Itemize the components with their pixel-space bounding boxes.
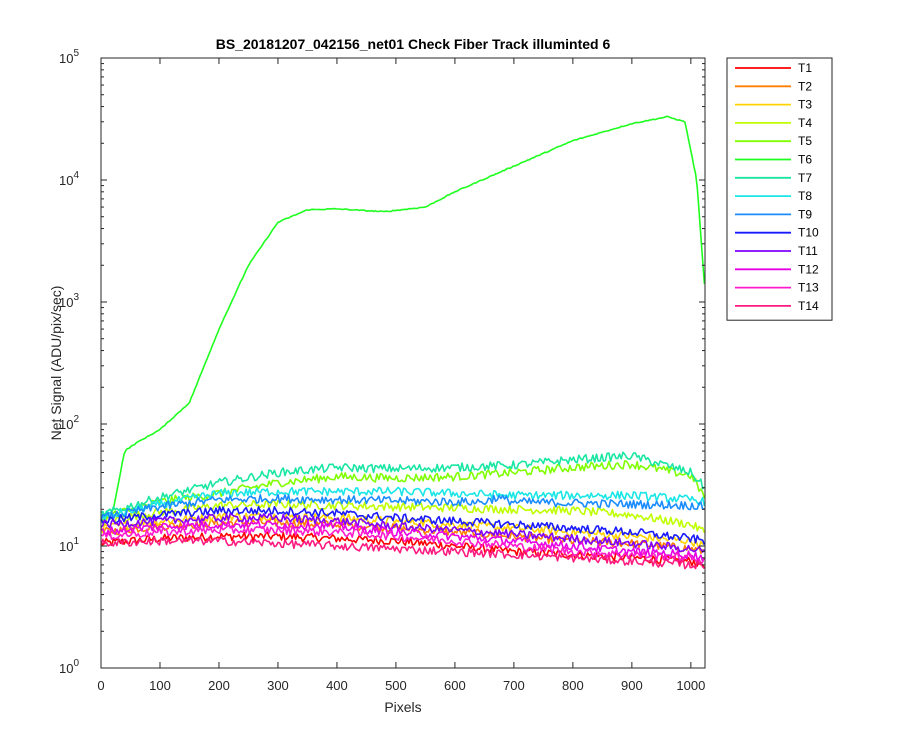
series-line-t8	[100, 486, 706, 522]
chart-title: BS_20181207_042156_net01 Check Fiber Tra…	[216, 36, 611, 52]
y-tick-base: 10	[59, 417, 73, 432]
series-line-t4	[100, 499, 706, 534]
series-line-t6	[101, 115, 706, 516]
legend-label: T4	[798, 116, 812, 130]
y-tick-label: 100	[59, 658, 79, 676]
y-tick-exponent: 2	[73, 414, 79, 425]
series-line-t7	[100, 451, 705, 518]
axes-background	[101, 58, 705, 668]
y-tick-label: 102	[59, 414, 79, 432]
legend-label: T13	[798, 281, 819, 295]
legend-label: T12	[798, 262, 819, 276]
series-line-t13	[100, 525, 706, 565]
legend-label: T2	[798, 79, 812, 93]
legend-label: T11	[798, 244, 818, 258]
y-tick-base: 10	[59, 51, 73, 66]
legend-label: T5	[798, 134, 812, 148]
legend-box	[726, 57, 833, 321]
y-tick-exponent: 0	[73, 658, 79, 669]
axes-box	[100, 57, 706, 669]
y-tick-base: 10	[59, 173, 73, 188]
series-line-t9	[100, 493, 705, 522]
y-tick-exponent: 1	[73, 536, 79, 547]
series-line-t11	[100, 512, 706, 553]
series-layer	[100, 115, 706, 570]
y-tick-exponent: 3	[73, 292, 79, 303]
y-tick-exponent: 4	[73, 170, 79, 181]
legend-label: T10	[798, 226, 819, 240]
x-tick-label: 200	[208, 678, 230, 693]
y-tick-base: 10	[59, 539, 73, 554]
x-tick-label: 100	[149, 678, 171, 693]
y-tick-label: 103	[59, 292, 79, 310]
y-tick-base: 10	[59, 295, 73, 310]
x-tick-label: 300	[267, 678, 289, 693]
legend-label: T3	[798, 98, 812, 112]
y-axis-label: Net Signal (ADU/pix/sec)	[48, 286, 64, 441]
series-line-t14	[100, 536, 705, 570]
x-tick-label: 400	[326, 678, 348, 693]
legend: T1 T2 T3 T4 T5 T6 T7 T8 T9 T10 T11 T12 T13 T14	[726, 57, 833, 321]
x-tick-label: 0	[97, 678, 104, 693]
series-line-t10	[100, 505, 706, 545]
y-tick-base: 10	[59, 661, 73, 676]
x-tick-label: 900	[621, 678, 643, 693]
x-axis-label: Pixels	[384, 699, 421, 715]
x-tick-label: 700	[503, 678, 525, 693]
x-tick-label: 1000	[676, 678, 705, 693]
series-line-t5	[100, 460, 706, 523]
legend-label: T9	[798, 207, 812, 221]
legend-label: T1	[798, 61, 812, 75]
series-line-t12	[100, 519, 706, 563]
y-tick-exponent: 5	[73, 48, 79, 59]
x-tick-label: 800	[562, 678, 584, 693]
y-tick-label: 104	[59, 170, 79, 188]
x-axis-ticks: 0 100 200 300 400 500 600 700 800 900 1000	[97, 58, 705, 693]
legend-label: T8	[798, 189, 812, 203]
x-tick-label: 600	[444, 678, 466, 693]
legend-label: T6	[798, 153, 812, 167]
x-tick-label: 500	[385, 678, 407, 693]
legend-label: T7	[798, 171, 812, 185]
legend-label: T14	[798, 299, 819, 313]
y-tick-label: 101	[59, 536, 79, 554]
y-tick-label: 105	[59, 48, 79, 66]
